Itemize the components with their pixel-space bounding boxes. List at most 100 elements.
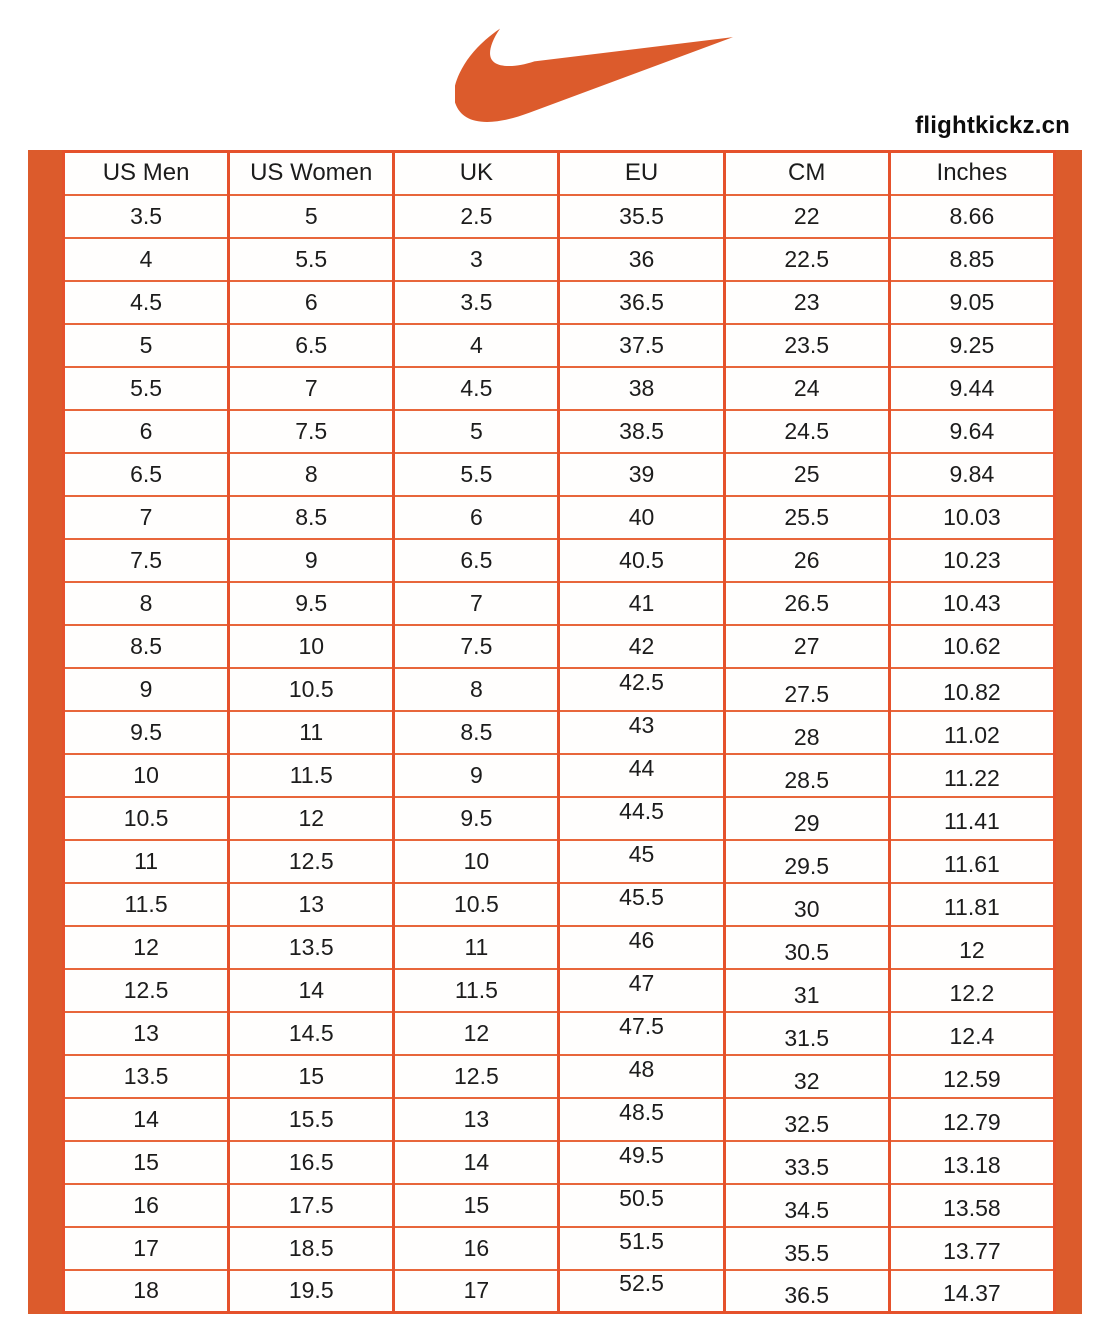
- table-cell: 13.77: [887, 1225, 1057, 1271]
- table-cell: 15.5: [227, 1096, 396, 1142]
- table-cell: 5: [61, 322, 231, 368]
- table-cell: 11.41: [887, 795, 1057, 841]
- table-cell: 13: [61, 1010, 231, 1056]
- table-cell: 44: [557, 752, 726, 798]
- table-cell: 12.5: [61, 967, 231, 1013]
- table-cell: 12: [887, 924, 1057, 970]
- left-accent-bar: [28, 150, 62, 1314]
- table-cell: 9.25: [887, 322, 1057, 368]
- table-cell: 8.5: [392, 709, 561, 755]
- table-cell: 4: [61, 236, 231, 282]
- table-cell: 13.58: [887, 1182, 1057, 1228]
- table-cell: 4.5: [392, 365, 561, 411]
- table-cell: 51.5: [557, 1225, 726, 1271]
- table-cell: 13.18: [887, 1139, 1057, 1185]
- column-header: EU: [557, 150, 726, 196]
- table-cell: 40.5: [557, 537, 726, 583]
- table-cell: 6.5: [227, 322, 396, 368]
- table-row: 4 5.5 3 36 22.5 8.85: [61, 236, 1057, 282]
- table-cell: 4: [392, 322, 561, 368]
- table-cell: 6.5: [61, 451, 231, 497]
- table-cell: 31: [722, 967, 891, 1013]
- table-cell: 10.5: [392, 881, 561, 927]
- table-cell: 47.5: [557, 1010, 726, 1056]
- table-header: US Men US Women UK EU CM Inches: [61, 150, 1057, 196]
- table-cell: 18.5: [227, 1225, 396, 1271]
- table-cell: 14: [61, 1096, 231, 1142]
- table-cell: 13: [227, 881, 396, 927]
- table-cell: 5.5: [227, 236, 396, 282]
- column-header: UK: [392, 150, 561, 196]
- table-cell: 34.5: [722, 1182, 891, 1228]
- table-row: 6 7.5 5 38.5 24.5 9.64: [61, 408, 1057, 454]
- table-cell: 9.64: [887, 408, 1057, 454]
- table-cell: 10.43: [887, 580, 1057, 626]
- table-cell: 8: [227, 451, 396, 497]
- table-cell: 5: [392, 408, 561, 454]
- table-cell: 6: [227, 279, 396, 325]
- table-cell: 30.5: [722, 924, 891, 970]
- table-cell: 38.5: [557, 408, 726, 454]
- table-cell: 36: [557, 236, 726, 282]
- table-row: 14 15.5 13 48.5 32.5 12.79: [61, 1096, 1057, 1142]
- table-row: 8 9.5 7 41 26.5 10.43: [61, 580, 1057, 626]
- table-cell: 9.5: [227, 580, 396, 626]
- column-header: Inches: [887, 150, 1057, 196]
- table-cell: 6: [61, 408, 231, 454]
- table-cell: 36.5: [722, 1268, 891, 1314]
- table-cell: 23: [722, 279, 891, 325]
- column-header: CM: [722, 150, 891, 196]
- table-cell: 16: [392, 1225, 561, 1271]
- table-header-row: US Men US Women UK EU CM Inches: [61, 150, 1057, 196]
- table-cell: 31.5: [722, 1010, 891, 1056]
- table-row: 13.5 15 12.5 48 32 12.59: [61, 1053, 1057, 1099]
- table-cell: 36.5: [557, 279, 726, 325]
- table-cell: 7.5: [61, 537, 231, 583]
- table-cell: 32: [722, 1053, 891, 1099]
- table-row: 5 6.5 4 37.5 23.5 9.25: [61, 322, 1057, 368]
- table-cell: 35.5: [722, 1225, 891, 1271]
- table-cell: 7.5: [392, 623, 561, 669]
- table-cell: 48: [557, 1053, 726, 1099]
- table-cell: 22: [722, 193, 891, 239]
- table-row: 5.5 7 4.5 38 24 9.44: [61, 365, 1057, 411]
- table-cell: 8.66: [887, 193, 1057, 239]
- table-cell: 10: [392, 838, 561, 884]
- table-cell: 10.62: [887, 623, 1057, 669]
- table-cell: 8.5: [61, 623, 231, 669]
- table-cell: 10.5: [227, 666, 396, 712]
- table-cell: 12.59: [887, 1053, 1057, 1099]
- table-cell: 5: [227, 193, 396, 239]
- table-cell: 3: [392, 236, 561, 282]
- table-cell: 11: [227, 709, 396, 755]
- table-cell: 3.5: [61, 193, 231, 239]
- table-cell: 14: [392, 1139, 561, 1185]
- table-cell: 12.5: [227, 838, 396, 884]
- table-cell: 45: [557, 838, 726, 884]
- table-cell: 12.2: [887, 967, 1057, 1013]
- table-cell: 2.5: [392, 193, 561, 239]
- table-row: 12.5 14 11.5 47 31 12.2: [61, 967, 1057, 1013]
- table-cell: 23.5: [722, 322, 891, 368]
- table-cell: 48.5: [557, 1096, 726, 1142]
- table-cell: 37.5: [557, 322, 726, 368]
- table-row: 11 12.5 10 45 29.5 11.61: [61, 838, 1057, 884]
- table-cell: 9.05: [887, 279, 1057, 325]
- table-row: 13 14.5 12 47.5 31.5 12.4: [61, 1010, 1057, 1056]
- table-row: 18 19.5 17 52.5 36.5 14.37: [61, 1268, 1057, 1314]
- table-cell: 26: [722, 537, 891, 583]
- table-cell: 41: [557, 580, 726, 626]
- table-cell: 17.5: [227, 1182, 396, 1228]
- table-row: 3.5 5 2.5 35.5 22 8.66: [61, 193, 1057, 239]
- column-header: US Men: [61, 150, 231, 196]
- table-cell: 11.81: [887, 881, 1057, 927]
- table-cell: 11: [61, 838, 231, 884]
- table-cell: 5.5: [61, 365, 231, 411]
- table-cell: 13.5: [61, 1053, 231, 1099]
- table-cell: 50.5: [557, 1182, 726, 1228]
- table-cell: 46: [557, 924, 726, 970]
- table-row: 15 16.5 14 49.5 33.5 13.18: [61, 1139, 1057, 1185]
- table-cell: 6: [392, 494, 561, 540]
- table-body: 3.5 5 2.5 35.5 22 8.66 4 5.5 3 36 22.5 8.85 4.5 6 3.5 3…: [61, 193, 1057, 1314]
- table-cell: 4.5: [61, 279, 231, 325]
